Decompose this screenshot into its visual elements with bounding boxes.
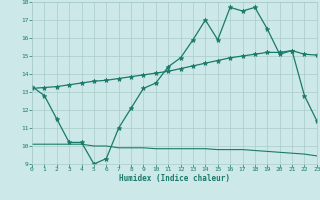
X-axis label: Humidex (Indice chaleur): Humidex (Indice chaleur): [119, 174, 230, 183]
